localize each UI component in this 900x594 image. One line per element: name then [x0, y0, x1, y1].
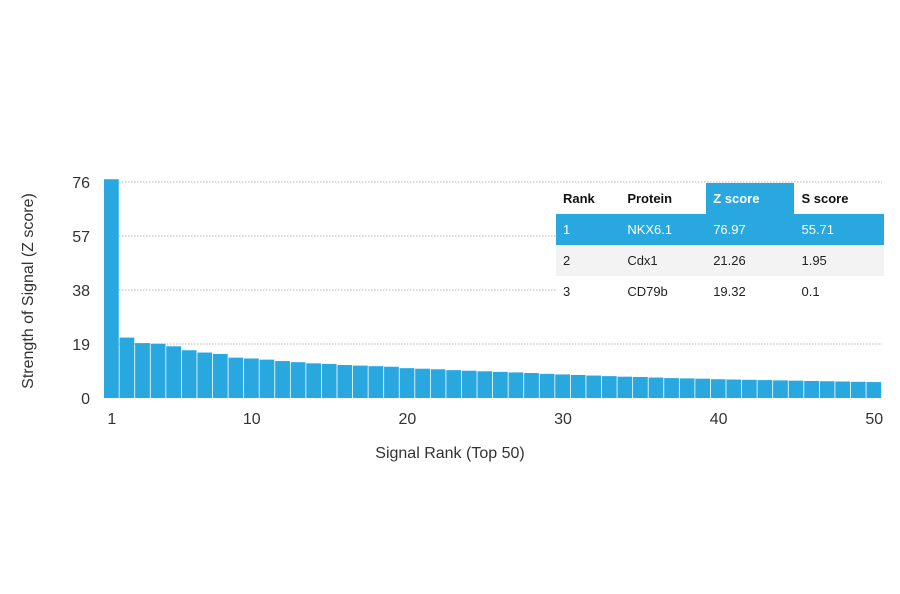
header-z-score: Z score — [706, 183, 795, 214]
cell-s-score: 1.95 — [794, 245, 884, 276]
y-tick-label: 76 — [72, 175, 90, 192]
bar-rank-28 — [524, 372, 539, 398]
header-s-score: S score — [801, 191, 849, 206]
bar-rank-10 — [244, 358, 259, 398]
bar-rank-41 — [726, 379, 742, 398]
bar-rank-18 — [368, 366, 384, 398]
y-tick-label: 19 — [72, 337, 90, 354]
x-tick-label: 20 — [399, 411, 417, 428]
bar-rank-44 — [773, 380, 788, 398]
cell-z-score: 76.97 — [706, 214, 795, 245]
bar-rank-36 — [648, 377, 664, 398]
bar-rank-31 — [570, 374, 586, 398]
cell-rank: 1 — [556, 214, 621, 245]
cell-rank: 2 — [556, 245, 621, 276]
bars — [104, 179, 882, 398]
bar-rank-46 — [804, 380, 819, 398]
cell-protein: Cdx1 — [620, 245, 707, 276]
bar-rank-24 — [461, 370, 477, 398]
bar-rank-42 — [741, 379, 757, 398]
y-tick-label: 0 — [81, 391, 90, 408]
header-protein: Protein — [627, 191, 673, 206]
bar-rank-45 — [788, 380, 804, 398]
bar-rank-20 — [399, 368, 415, 398]
table-row: 1 NKX6.1 76.97 55.71 — [556, 214, 884, 245]
cell-protein: NKX6.1 — [620, 214, 707, 245]
table-header-row: Rank Protein Z score S score — [556, 183, 884, 214]
bar-rank-43 — [757, 380, 773, 398]
cell-z-score: 19.32 — [713, 284, 746, 299]
bar-rank-33 — [601, 376, 617, 398]
bar-rank-40 — [710, 379, 726, 398]
bar-rank-34 — [617, 376, 633, 398]
bar-rank-35 — [633, 376, 648, 398]
bar-rank-11 — [259, 359, 275, 398]
x-tick-label: 40 — [710, 411, 728, 428]
x-tick-label: 10 — [243, 411, 261, 428]
y-tick-label: 57 — [72, 229, 90, 246]
cell-s-score: 55.71 — [794, 214, 884, 245]
bar-rank-15 — [321, 363, 337, 398]
x-tick-label: 30 — [554, 411, 572, 428]
bar-rank-4 — [150, 343, 166, 398]
y-axis-title: Strength of Signal (Z score) — [20, 193, 37, 389]
top-signals-table: Rank Protein Z score S score 1 NKX6.1 76… — [556, 183, 884, 307]
bar-rank-27 — [508, 372, 524, 398]
bar-rank-32 — [586, 375, 602, 398]
y-tick-labels: 0 19 38 57 76 — [72, 175, 90, 408]
bar-rank-9 — [228, 357, 244, 398]
x-axis-title: Signal Rank (Top 50) — [375, 445, 524, 462]
bar-rank-6 — [181, 350, 197, 398]
table-row: 3 CD79b 19.32 0.1 — [556, 276, 884, 307]
header-rank: Rank — [563, 191, 595, 206]
bar-rank-16 — [337, 365, 353, 398]
bar-rank-14 — [306, 363, 322, 398]
cell-rank: 3 — [563, 284, 571, 299]
bar-rank-2 — [119, 337, 135, 398]
cell-z-score: 21.26 — [706, 245, 795, 276]
bar-rank-37 — [664, 378, 679, 398]
bar-rank-3 — [135, 343, 150, 398]
bar-rank-22 — [430, 369, 446, 398]
bar-rank-21 — [415, 368, 430, 398]
bar-rank-5 — [166, 346, 181, 398]
bar-rank-29 — [539, 373, 555, 398]
x-tick-label: 1 — [107, 411, 116, 428]
bar-rank-39 — [695, 378, 711, 398]
bar-rank-13 — [290, 362, 306, 398]
bar-rank-19 — [384, 366, 399, 398]
bar-rank-12 — [275, 361, 290, 398]
x-tick-labels: 1 10 20 30 40 50 — [107, 411, 883, 428]
bar-rank-38 — [679, 378, 695, 398]
y-tick-label: 38 — [72, 283, 90, 300]
cell-protein: CD79b — [627, 284, 668, 299]
bar-rank-8 — [212, 353, 228, 398]
x-tick-label: 50 — [865, 411, 883, 428]
bar-rank-25 — [477, 371, 493, 398]
bar-rank-48 — [835, 381, 851, 398]
bar-rank-1 — [104, 179, 119, 398]
bar-rank-50 — [866, 382, 882, 398]
bar-rank-23 — [446, 370, 462, 398]
table-row: 2 Cdx1 21.26 1.95 — [556, 245, 884, 276]
cell-s-score: 0.1 — [801, 284, 820, 299]
bar-rank-47 — [819, 381, 835, 398]
bar-rank-30 — [555, 374, 570, 398]
bar-rank-17 — [352, 365, 368, 398]
bar-rank-26 — [493, 371, 508, 398]
bar-rank-7 — [197, 352, 213, 398]
bar-rank-49 — [850, 381, 866, 398]
